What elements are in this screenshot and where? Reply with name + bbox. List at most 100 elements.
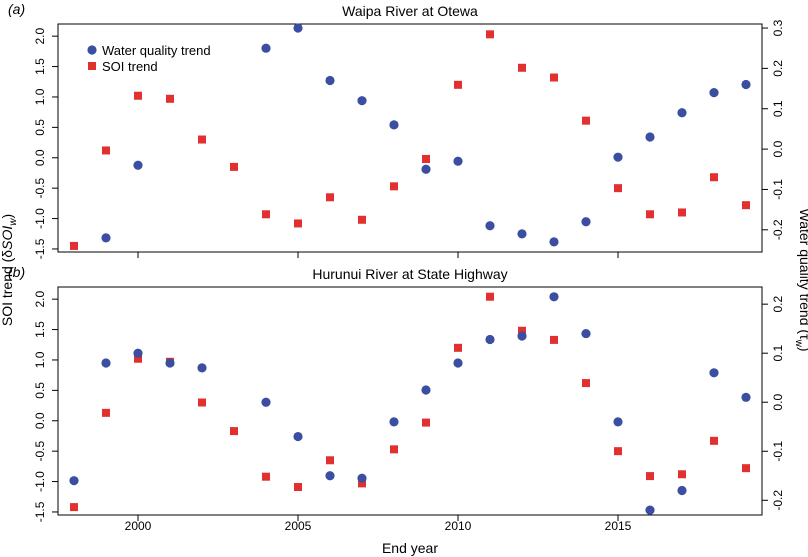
left-tick-label: -1.5: [33, 238, 47, 259]
soi-point: [326, 456, 334, 465]
right-tick-label: 0.2: [771, 60, 785, 77]
water-quality-point: [69, 476, 79, 486]
panel-label: (b): [8, 264, 25, 280]
soi-point: [230, 427, 238, 436]
soi-point: [582, 116, 590, 125]
soi-point: [518, 326, 526, 335]
soi-point: [742, 464, 750, 473]
water-quality-point: [325, 75, 335, 86]
left-axis-title-delta: δ: [0, 250, 15, 258]
water-quality-point: [197, 363, 207, 373]
soi-point: [486, 30, 494, 39]
water-quality-point: [645, 132, 655, 142]
legend-label-water-quality: Water quality trend: [102, 43, 211, 58]
left-tick-label: 0.5: [33, 119, 47, 136]
right-axis-title: Water quality trend (τw): [793, 209, 808, 352]
soi-point: [198, 398, 206, 407]
x-axis-title: End year: [382, 540, 438, 556]
left-tick-label: 1.5: [33, 321, 47, 338]
right-tick-label: 0.2: [771, 295, 785, 312]
soi-point: [390, 445, 398, 454]
soi-point: [134, 354, 142, 363]
left-tick-label: -0.5: [33, 440, 47, 461]
panel-label: (a): [8, 1, 25, 17]
water-quality-point: [517, 229, 527, 239]
soi-point: [102, 146, 110, 155]
right-axis-title-tau: τ: [797, 334, 808, 340]
water-quality-point: [357, 473, 367, 483]
water-quality-point: [581, 328, 591, 339]
water-quality-point: [293, 23, 303, 33]
soi-point: [198, 135, 206, 144]
water-quality-point: [421, 164, 431, 174]
water-quality-point: [613, 152, 623, 162]
soi-point: [550, 335, 558, 344]
right-axis-title-sub: w: [793, 339, 804, 348]
water-quality-point: [389, 417, 399, 427]
soi-point: [326, 193, 334, 202]
soi-point: [70, 503, 78, 512]
soi-point: [518, 63, 526, 72]
right-axis-title-text: Water quality trend (: [797, 209, 808, 335]
panel-title: Hurunui River at State Highway: [312, 266, 507, 282]
water-quality-point: [453, 156, 463, 166]
water-quality-point: [741, 392, 751, 402]
soi-point: [710, 173, 718, 182]
water-quality-point: [677, 108, 687, 118]
left-tick-label: 1.0: [33, 351, 47, 368]
water-quality-point: [709, 88, 719, 98]
water-quality-point: [101, 233, 111, 243]
soi-point: [614, 447, 622, 456]
x-tick-label: 2015: [605, 519, 632, 533]
right-tick-label: 0.0: [771, 394, 785, 411]
water-quality-point: [389, 120, 399, 130]
soi-point: [422, 418, 430, 427]
soi-point: [422, 154, 430, 163]
water-quality-point: [261, 397, 271, 407]
water-quality-point: [261, 43, 271, 53]
soi-point: [294, 483, 302, 492]
left-axis-title-text: SOI trend (: [0, 257, 15, 326]
water-quality-point: [677, 485, 687, 496]
water-quality-point: [581, 217, 591, 227]
water-quality-point: [165, 358, 175, 368]
water-quality-point: [421, 385, 431, 395]
left-axis-title-close: ): [0, 214, 15, 219]
right-tick-label: 0.3: [771, 19, 785, 36]
soi-point: [134, 91, 142, 100]
left-tick-label: -1.0: [33, 471, 47, 492]
right-tick-label: 0.0: [771, 140, 785, 157]
right-axis-title-close: ): [797, 347, 808, 352]
right-tick-label: -0.2: [771, 490, 785, 511]
soi-point: [582, 379, 590, 388]
right-tick-label: -0.1: [771, 179, 785, 200]
soi-point: [614, 184, 622, 193]
soi-point: [454, 343, 462, 352]
panel-title: Waipa River at Otewa: [342, 3, 478, 19]
left-axis-title-italic: SOI: [0, 226, 15, 250]
soi-point: [486, 292, 494, 301]
soi-point: [230, 162, 238, 171]
soi-point: [646, 472, 654, 481]
right-tick-label: 0.1: [771, 100, 785, 117]
water-quality-point: [709, 368, 719, 378]
soi-point: [742, 201, 750, 210]
soi-point: [646, 210, 654, 219]
soi-point: [358, 215, 366, 224]
soi-point: [678, 208, 686, 217]
soi-point: [262, 210, 270, 219]
panel-a: (a) Waipa River at Otewa 2.0 1.5 1.0 0.5 0.0 -0…: [8, 1, 785, 259]
soi-point: [294, 219, 302, 228]
soi-point: [358, 479, 366, 488]
left-tick-label: 1.5: [33, 58, 47, 75]
left-tick-label: -0.5: [33, 177, 47, 198]
left-tick-label: 2.0: [33, 290, 47, 307]
water-quality-point: [741, 79, 751, 90]
water-quality-point: [645, 505, 655, 515]
left-tick-label: 0.5: [33, 382, 47, 399]
left-tick-label: 0.0: [33, 149, 47, 166]
left-axis-title-sub: w: [8, 218, 19, 226]
water-quality-point: [517, 331, 527, 341]
